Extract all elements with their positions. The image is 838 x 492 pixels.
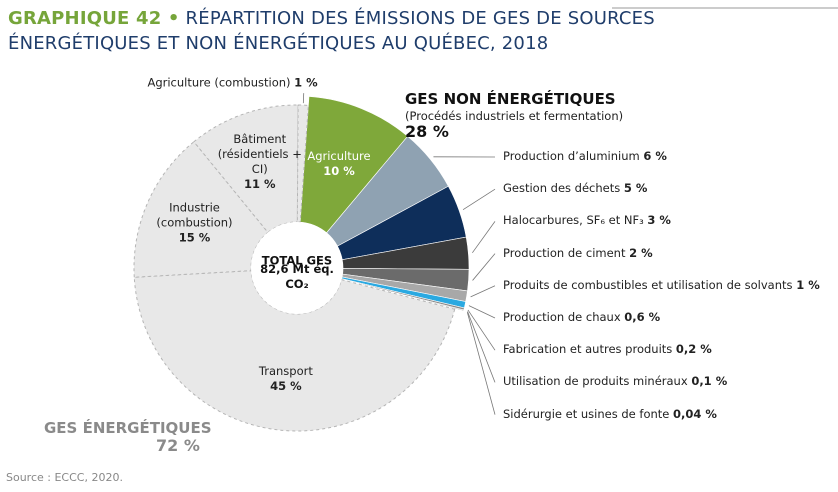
category-label: Produits de combustibles et utilisation … [503, 277, 793, 292]
leader-line [468, 305, 496, 319]
slice [193, 104, 299, 234]
slice-label: Industrie (combustion) 15 % [151, 200, 237, 245]
category-label: Bâtiment (résidentiels + CI) [217, 132, 302, 177]
leader-line [466, 312, 496, 415]
category-label: Utilisation de produits minéraux [503, 374, 688, 389]
value-label: 0,6 % [624, 310, 661, 324]
value-label: 3 % [647, 213, 671, 228]
group-label: GES ÉNERGÉTIQUES [44, 419, 212, 437]
value-label: 2 % [629, 245, 653, 260]
value-label: 0,1 % [691, 374, 728, 389]
slice-label: Produits de combustibles et utilisation … [503, 278, 820, 293]
center-label: 82,6 Mt éq. CO₂ [260, 262, 334, 291]
value-label: 45 % [270, 379, 302, 394]
slice-label: Bâtiment (résidentiels + CI) 11 % [217, 132, 303, 192]
slice [133, 270, 456, 432]
category-label: Production de chaux [503, 310, 621, 324]
category-label: Agriculture [307, 149, 371, 164]
category-label: Agriculture (combustion) [147, 75, 291, 90]
value-label: 0,04 % [673, 406, 717, 421]
category-label: Production d’aluminium [503, 149, 640, 163]
group-total: 28 % [405, 122, 449, 141]
title-line: GRAPHIQUE 42 • RÉPARTITION DES ÉMISSIONS… [8, 8, 655, 29]
title-text: RÉPARTITION DES ÉMISSIONS DE GES DE SOUR… [185, 8, 655, 29]
center-label: TOTAL GES [261, 253, 333, 268]
slice-label: Halocarbures, SF₆ et NF₃ 3 % [503, 213, 671, 228]
slice-label: Agriculture 10 % [296, 149, 382, 179]
slice-label: Transport 45 % [243, 364, 329, 394]
slice-label: Fabrication et autres produits 0,2 % [503, 342, 712, 357]
value-label: 1 % [294, 75, 318, 90]
slice-label: Production de chaux 0,6 % [503, 310, 660, 325]
value-label: 11 % [244, 177, 276, 192]
value-label: 1 % [796, 277, 820, 292]
leader-line [467, 311, 496, 383]
category-label: Industrie (combustion) [156, 200, 233, 230]
slice-label: Utilisation de produits minéraux 0,1 % [503, 374, 727, 389]
slice-label: Production de ciment 2 % [503, 246, 653, 261]
center-hole [251, 222, 343, 314]
group-label: GES NON ÉNERGÉTIQUES [405, 90, 616, 108]
category-label: Sidérurgie et usines de fonte [503, 406, 670, 421]
category-label: Fabrication et autres produits [503, 342, 673, 357]
category-label: Gestion des déchets [503, 181, 621, 196]
group-total: 72 % [156, 436, 200, 455]
value-label: 15 % [178, 230, 211, 245]
value-label: 6 % [643, 149, 667, 163]
leader-line [462, 188, 496, 210]
leader-line [472, 253, 496, 281]
value-label: 0,2 % [675, 342, 712, 357]
title-prefix: GRAPHIQUE 42 • [8, 8, 180, 29]
leader-line [467, 309, 496, 351]
category-label: Halocarbures, SF₆ et NF₃ [503, 213, 644, 228]
leader-line [470, 285, 496, 298]
slice-label: Production d’aluminium 6 % [503, 149, 667, 164]
slice-label: Agriculture (combustion) 1 % [147, 76, 317, 91]
value-label: 5 % [623, 181, 648, 196]
group-subtitle: (Procédés industriels et fermentation) [405, 109, 624, 123]
slice [296, 104, 309, 223]
value-label: 10 % [323, 164, 355, 179]
slice [133, 141, 269, 278]
title-text: ÉNERGÉTIQUES ET NON ÉNERGÉTIQUES AU QUÉB… [8, 33, 549, 54]
category-label: Production de ciment [503, 245, 626, 260]
source: Source : ECCC, 2020. [6, 471, 123, 484]
category-label: Transport [258, 364, 313, 379]
leader-line [472, 221, 496, 254]
slice-label: Sidérurgie et usines de fonte 0,04 % [503, 407, 717, 422]
slice-label: Gestion des déchets 5 % [503, 181, 647, 196]
